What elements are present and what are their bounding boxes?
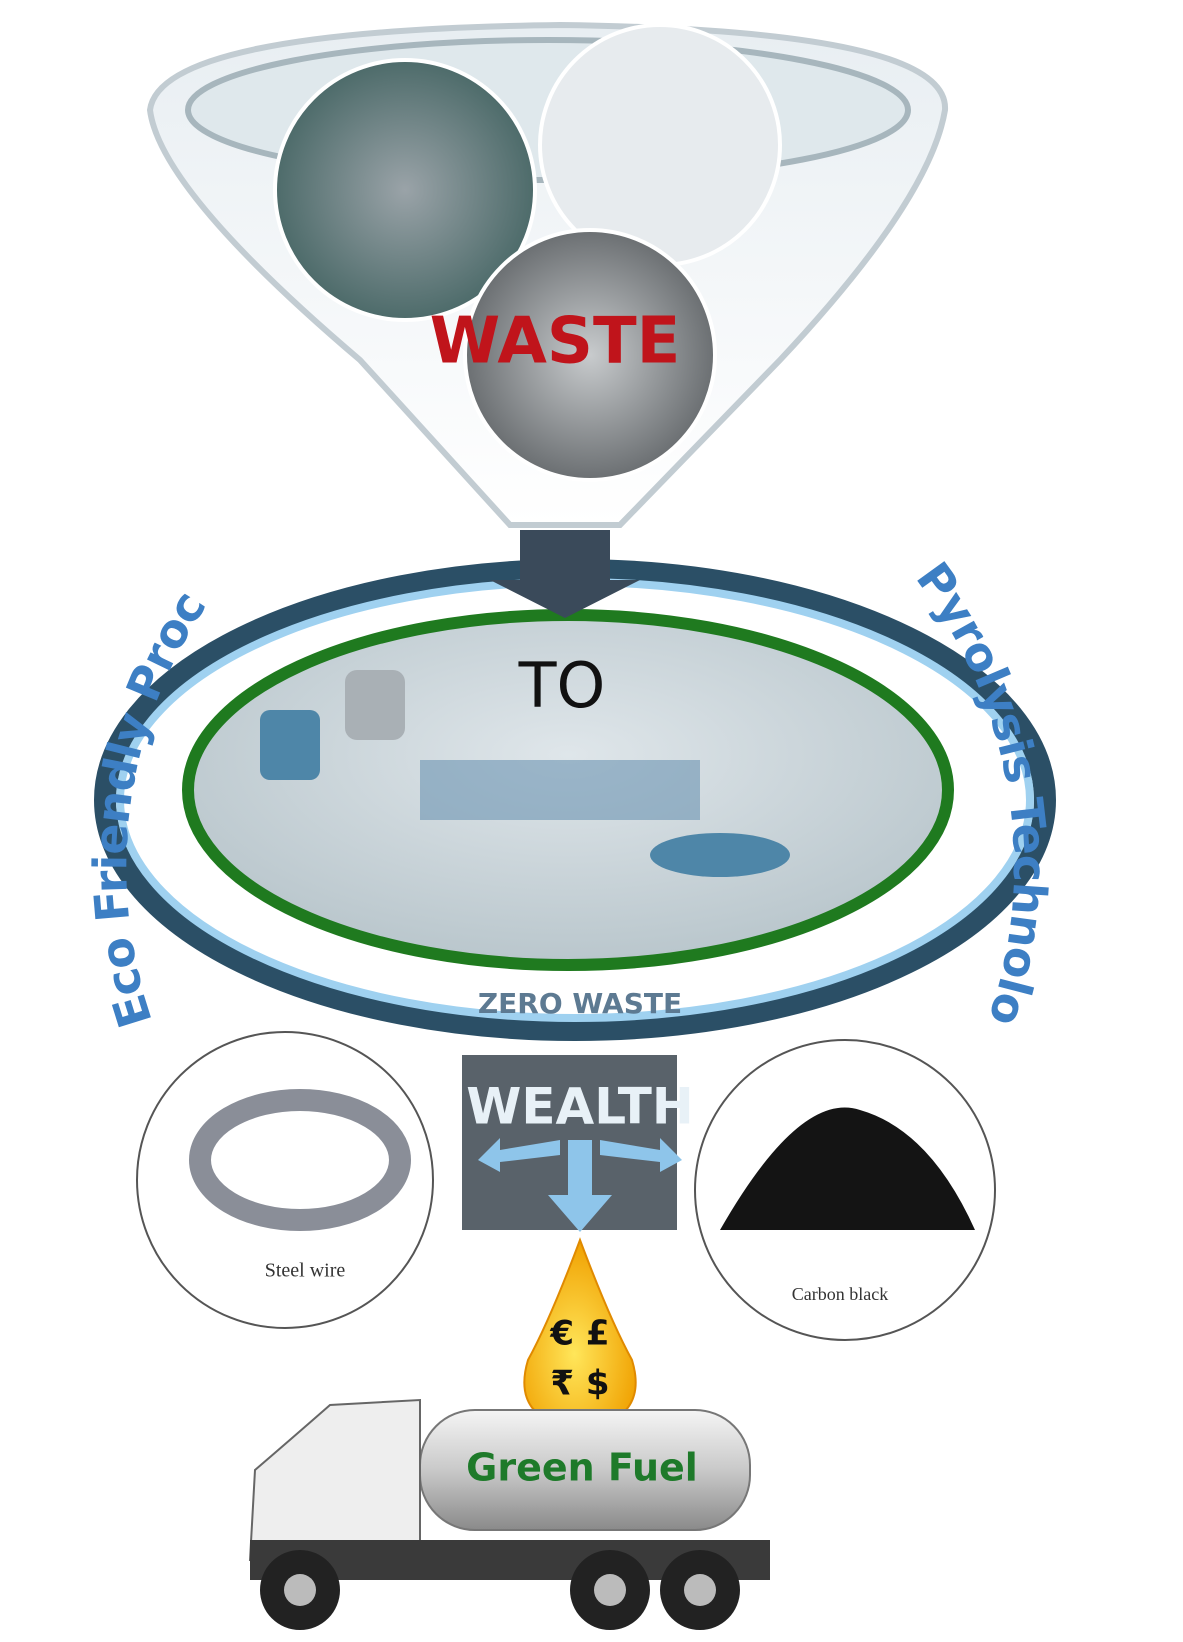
wealth-label: WEALTH [466, 1078, 694, 1136]
carbon-black-pile [720, 1107, 975, 1230]
carbon-black-label: Carbon black [792, 1284, 888, 1304]
steel-wire-label: Steel wire [265, 1260, 346, 1282]
plant-shape [420, 760, 700, 820]
waste-label: WASTE [430, 305, 681, 379]
plant-reactor [650, 833, 790, 877]
hub [284, 1574, 316, 1606]
hub [684, 1574, 716, 1606]
plant-tower [345, 670, 405, 740]
truck-cab [248, 1398, 421, 1561]
steel-wire-coil [189, 1089, 411, 1231]
green-fuel-label: Green Fuel [466, 1446, 698, 1490]
currency-line1: € £ [549, 1314, 609, 1354]
to-label: TO [518, 649, 606, 722]
plant-tank [260, 710, 320, 780]
zero-waste-label: ZERO WASTE [478, 987, 682, 1020]
plastic-waste-image [273, 58, 537, 322]
hub [594, 1574, 626, 1606]
down-arrow [490, 530, 640, 618]
arrow-left [478, 1138, 560, 1172]
tyre-image [463, 228, 717, 482]
currency-line2: ₹ $ [550, 1364, 609, 1404]
arrow-right [600, 1138, 682, 1172]
arrow-down [548, 1140, 612, 1232]
